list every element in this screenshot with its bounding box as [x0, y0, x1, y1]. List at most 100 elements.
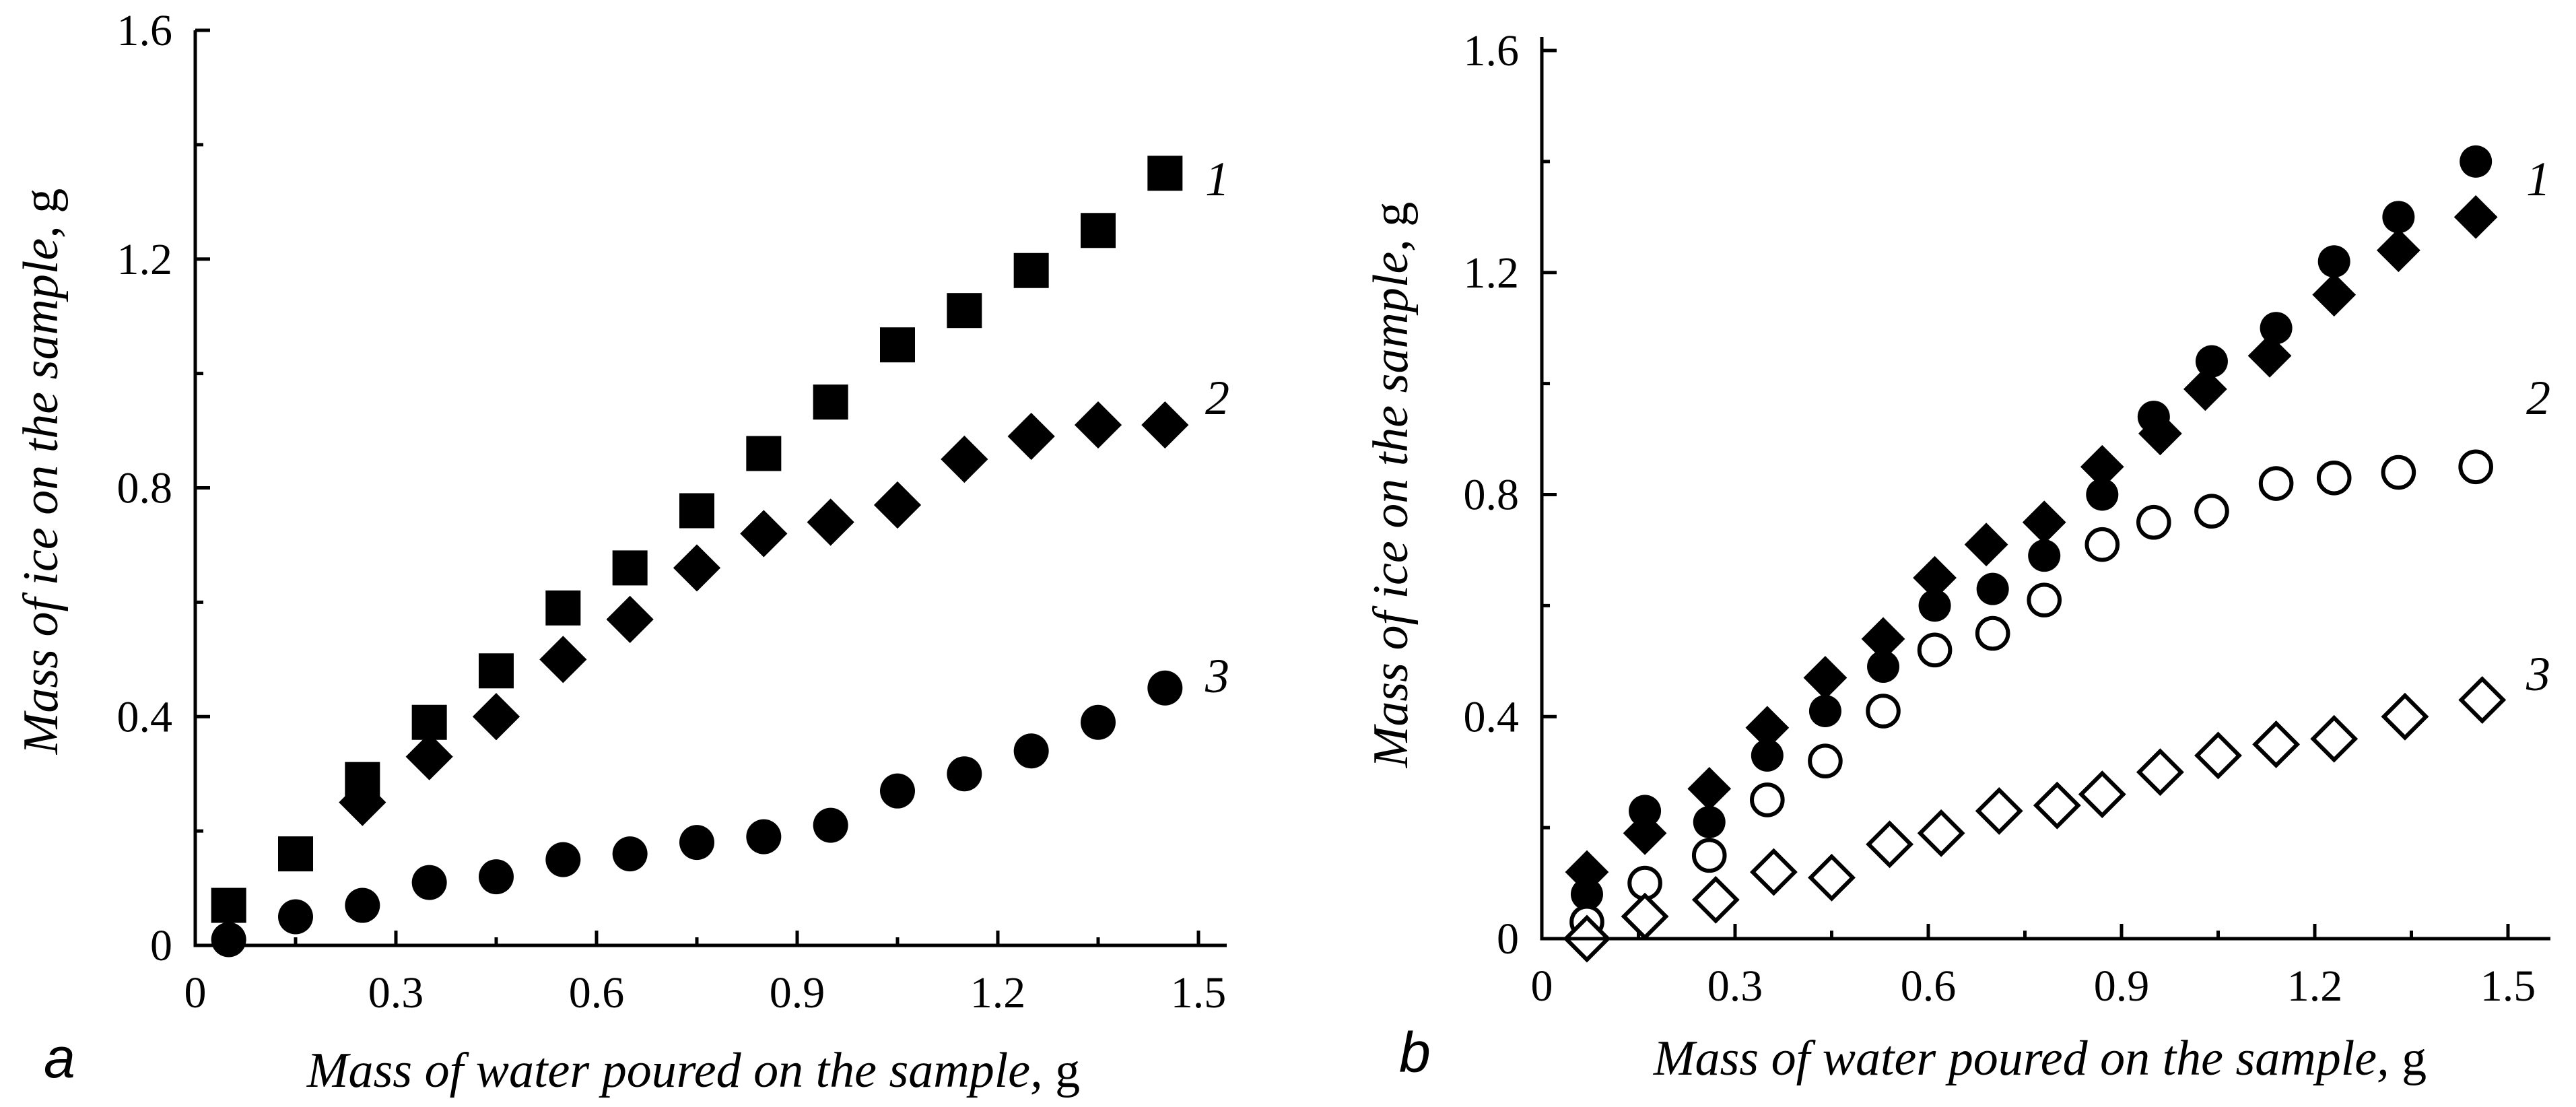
a-series-2-diamond-filled-point [1141, 401, 1189, 449]
a-series-2-diamond-filled-point [673, 544, 721, 592]
b-series-2-circle-open-point [2458, 449, 2493, 485]
b-series-1-circle-filled-point [2028, 539, 2061, 572]
panel-a-y-axis-title: Mass of ice on the sample, g [13, 189, 69, 756]
b-x-tick-label: 0 [1531, 962, 1553, 1011]
b-series-2-circle-open-point [1917, 632, 1953, 668]
b-y-tick-label: 0.8 [1464, 471, 1520, 520]
panel-a-x-axis-title: Mass of water poured on the sample, g [306, 1043, 1080, 1098]
b-series-1-circle-filled-point [1918, 589, 1951, 622]
panel-b-series-label-1: 1 [2526, 152, 2550, 206]
b-series-2-circle-open-point [2316, 460, 2352, 496]
panel-b-x-axis-title: Mass of water poured on the sample, g [1653, 1031, 2427, 1086]
b-x-tick-label: 0.6 [1901, 962, 1957, 1011]
a-x-tick-label: 0.3 [368, 968, 424, 1017]
a-series-3-circle-filled-point [278, 899, 313, 935]
b-series-2-circle-open-point [1808, 743, 1843, 778]
b-series-3-diamond-open-point [2458, 676, 2507, 724]
b-series-1-diamond-filled-point [1623, 811, 1667, 855]
a-series-1-square-filled-point [211, 887, 246, 923]
a-series-2-diamond-filled-point [405, 733, 453, 780]
panel-a-series-labels: 1 2 3 [1205, 152, 1229, 703]
a-series-1-square-filled-point [880, 327, 915, 363]
b-series-1-diamond-filled-point [2453, 195, 2498, 239]
panel-a: 0 0.3 0.6 0.9 1.2 1.5 0 0.4 0.8 1.2 1.6 1 2 3 Mass… [13, 6, 1229, 1098]
b-series-1-diamond-filled-point [1913, 556, 1957, 600]
a-x-tick-label: 0.6 [569, 968, 625, 1017]
b-series-1-diamond-filled-point [1745, 706, 1790, 750]
a-y-tick-label: 1.2 [117, 235, 173, 284]
panel-b-letter: b [1399, 1021, 1431, 1084]
a-series-3-circle-filled-point [545, 842, 581, 877]
b-series-3-diamond-open-point [2078, 770, 2126, 819]
b-series-2-circle-open-point [1750, 782, 1785, 817]
a-series-3-circle-filled-point [1081, 704, 1116, 740]
b-series-3-diamond-open-point [2252, 720, 2301, 768]
b-series-3-diamond-open-point [1749, 848, 1798, 896]
b-series-1-diamond-filled-point [2312, 273, 2357, 317]
b-series-3-diamond-open-point [2136, 748, 2184, 797]
a-y-tick-label: 0.8 [117, 464, 173, 513]
b-x-tick-label: 0.3 [1707, 962, 1763, 1011]
a-y-tick-label: 1.6 [117, 6, 173, 55]
b-series-1-circle-filled-point [1693, 805, 1726, 838]
b-y-tick-label: 1.6 [1464, 26, 1520, 75]
panel-b-series-label-2: 2 [2526, 371, 2550, 425]
a-series-2-diamond-filled-point [740, 510, 788, 558]
b-series-1-circle-filled-point [1867, 650, 1900, 683]
panel-a-series-label-3: 3 [1205, 649, 1229, 703]
a-series-2-diamond-filled-point [539, 636, 587, 683]
a-y-tick-label: 0.4 [117, 692, 173, 741]
b-series-2-circle-open-point [2027, 582, 2062, 617]
a-series-1-square-filled-point [1081, 213, 1116, 248]
b-series-1-circle-filled-point [2086, 478, 2119, 511]
b-series-3-diamond-open-point [1917, 809, 1965, 857]
b-series-1-circle-filled-point [2460, 145, 2493, 178]
a-series-2-diamond-filled-point [1074, 401, 1122, 449]
a-series-3-circle-filled-point [211, 922, 246, 958]
b-series-2-circle-open-point [2194, 494, 2229, 529]
b-series-1-diamond-filled-point [2247, 334, 2292, 378]
a-series-3-circle-filled-point [679, 825, 714, 861]
a-x-tick-label: 1.2 [970, 968, 1026, 1017]
b-series-1-diamond-filled-point [2183, 367, 2227, 411]
a-series-2-diamond-filled-point [1007, 412, 1055, 461]
b-series-1-diamond-filled-point [2022, 500, 2066, 545]
a-y-tick-label: 0 [150, 921, 172, 970]
b-series-3-diamond-open-point [1808, 853, 1856, 902]
b-series-1-diamond-filled-point [2080, 444, 2124, 489]
a-series-3-circle-filled-point [947, 756, 982, 792]
b-series-3-diamond-open-point [2194, 731, 2242, 780]
a-series-3-circle-filled-point [612, 836, 648, 872]
a-series-1-square-filled-point [479, 653, 514, 689]
a-series-1-square-filled-point [1147, 156, 1183, 191]
panel-a-series-label-2: 2 [1205, 371, 1229, 425]
b-series-1-diamond-filled-point [2376, 228, 2420, 273]
a-series-3-circle-filled-point [411, 865, 447, 900]
panel-a-letter: a [44, 1026, 75, 1089]
b-series-3-diamond-open-point [1621, 892, 1669, 941]
a-series-1-square-filled-point [612, 550, 648, 586]
a-series-1-square-filled-point [1013, 253, 1049, 288]
a-series-3-circle-filled-point [1147, 670, 1183, 706]
b-series-3-diamond-open-point [2310, 714, 2359, 763]
b-y-tick-label: 1.2 [1464, 248, 1520, 298]
panel-b: 0 0.3 0.6 0.9 1.2 1.5 0 0.4 0.8 1.2 1.6 1 2 3 Mass… [1363, 26, 2550, 1086]
a-series-2-diamond-filled-point [807, 498, 854, 546]
a-series-2-diamond-filled-point [339, 778, 386, 826]
a-series-3-circle-filled-point [479, 859, 514, 895]
a-series-1-square-filled-point [545, 590, 581, 626]
b-x-tick-label: 1.2 [2287, 962, 2343, 1011]
b-series-1-circle-filled-point [2317, 245, 2350, 278]
a-series-3-circle-filled-point [345, 887, 380, 923]
a-series-3-circle-filled-point [1013, 733, 1049, 769]
a-series-1-square-filled-point [947, 293, 982, 329]
b-series-3-diamond-open-point [1691, 875, 1740, 924]
a-series-3-circle-filled-point [880, 773, 915, 809]
b-series-2-circle-open-point [2136, 504, 2171, 540]
a-series-1-square-filled-point [679, 493, 714, 529]
a-series-3-circle-filled-point [813, 807, 848, 843]
b-series-2-circle-open-point [2381, 455, 2416, 490]
panel-b-y-axis-title: Mass of ice on the sample, g [1363, 202, 1419, 769]
b-x-tick-label: 0.9 [2094, 962, 2150, 1011]
a-series-2-diamond-filled-point [472, 693, 520, 741]
